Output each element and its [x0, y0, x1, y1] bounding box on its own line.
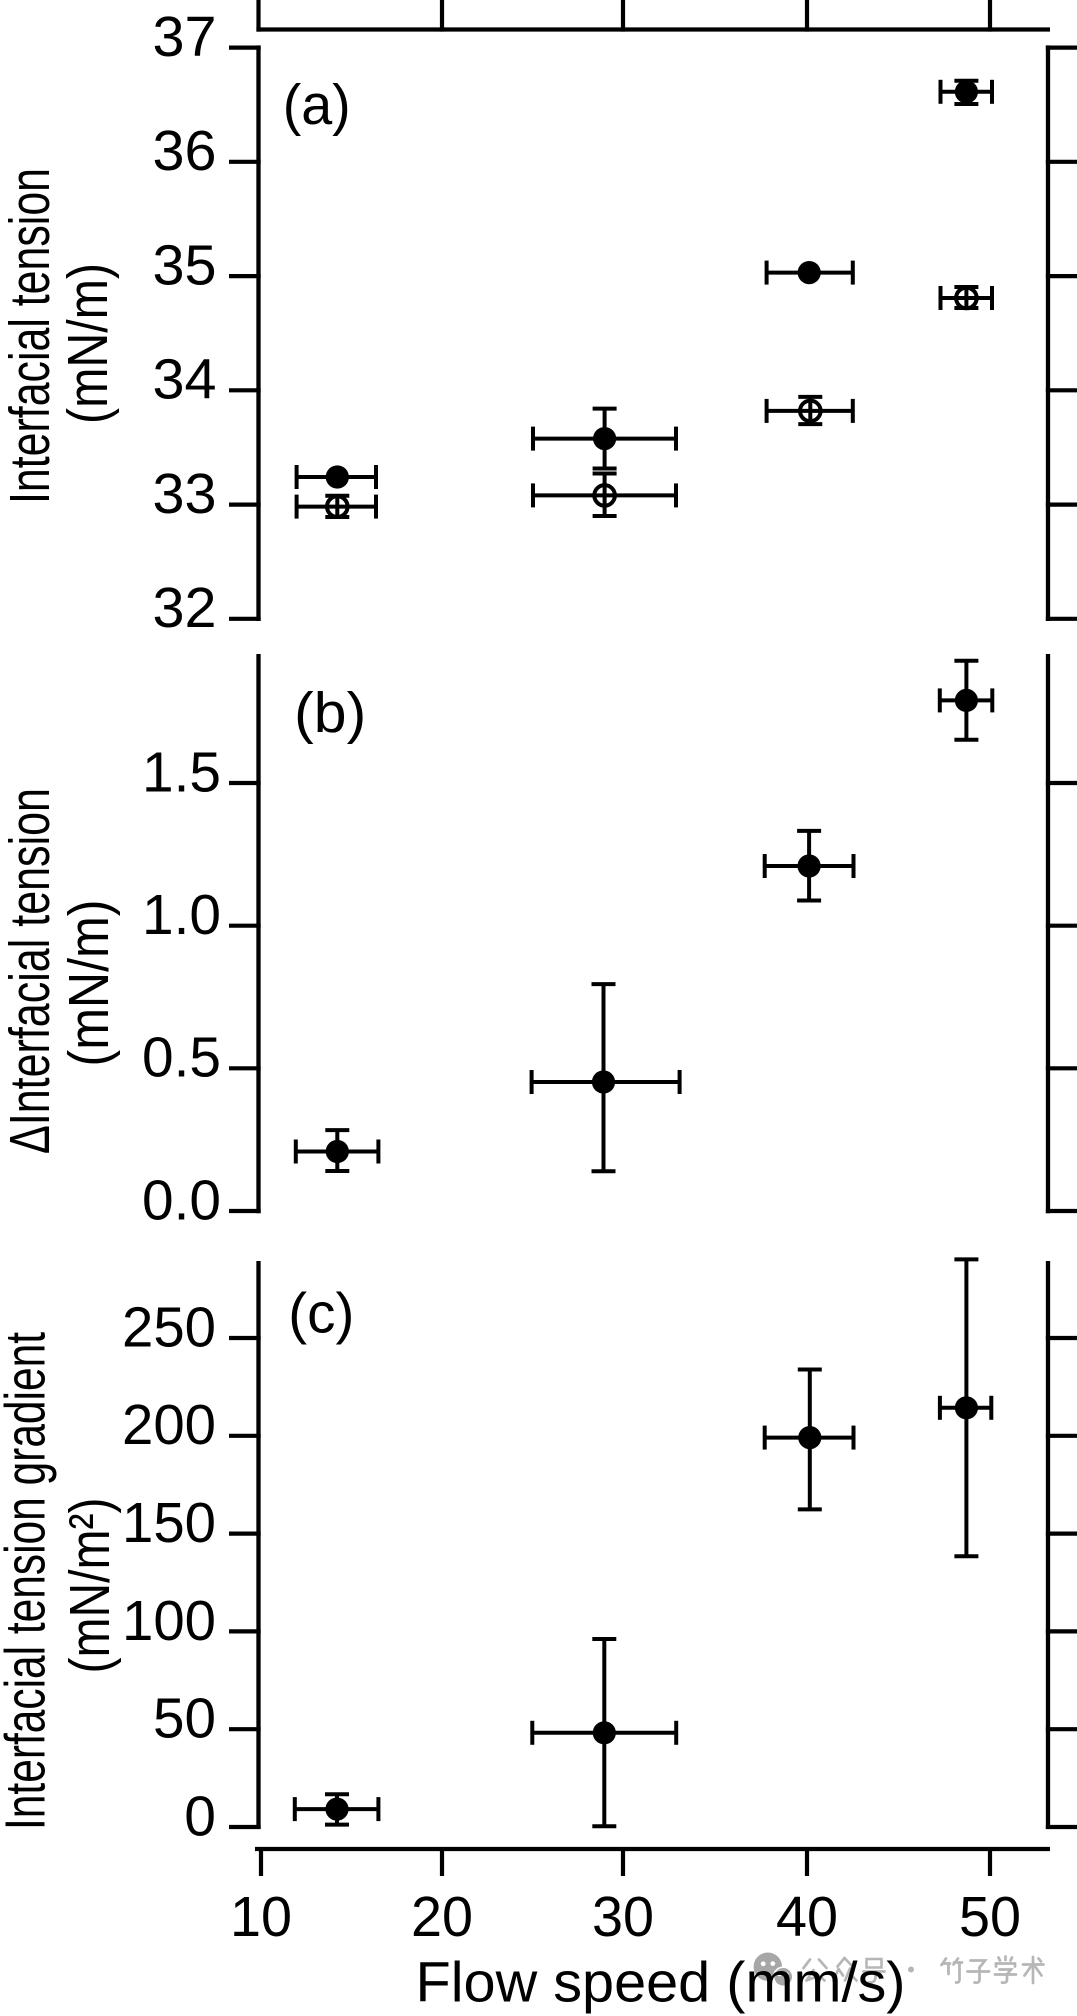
- svg-text:ΔInterfacial tension: ΔInterfacial tension: [0, 788, 62, 1154]
- svg-text:150: 150: [122, 1491, 216, 1555]
- svg-text:30: 30: [592, 1885, 654, 1949]
- svg-text:(a): (a): [283, 73, 351, 137]
- svg-text:(mN/m): (mN/m): [56, 263, 120, 424]
- svg-text:250: 250: [122, 1295, 216, 1359]
- svg-text:1.0: 1.0: [142, 883, 221, 947]
- svg-text:(mN/m²): (mN/m²): [58, 1498, 122, 1674]
- svg-text:200: 200: [122, 1393, 216, 1457]
- svg-text:(b): (b): [294, 681, 366, 745]
- svg-text:35: 35: [153, 234, 217, 298]
- svg-text:1.5: 1.5: [142, 740, 221, 804]
- svg-text:32: 32: [153, 576, 217, 640]
- svg-text:100: 100: [122, 1589, 216, 1653]
- svg-text:Flow speed (mm/s): Flow speed (mm/s): [416, 1951, 906, 2015]
- svg-text:33: 33: [153, 462, 217, 526]
- svg-text:(mN/m): (mN/m): [57, 900, 121, 1067]
- svg-text:37: 37: [153, 5, 217, 69]
- svg-text:50: 50: [153, 1687, 216, 1751]
- svg-text:34: 34: [153, 348, 217, 412]
- svg-text:Interfacial tension: Interfacial tension: [0, 168, 62, 504]
- svg-text:(c): (c): [288, 1281, 354, 1345]
- svg-text:50: 50: [959, 1885, 1021, 1949]
- svg-text:0.5: 0.5: [142, 1026, 221, 1090]
- svg-text:10: 10: [230, 1885, 292, 1949]
- svg-text:0.0: 0.0: [142, 1168, 221, 1232]
- svg-text:40: 40: [776, 1885, 838, 1949]
- svg-text:Interfacial tension gradient: Interfacial tension gradient: [0, 1332, 58, 1830]
- svg-text:20: 20: [411, 1885, 473, 1949]
- svg-text:36: 36: [153, 119, 217, 183]
- svg-text:0: 0: [184, 1784, 216, 1848]
